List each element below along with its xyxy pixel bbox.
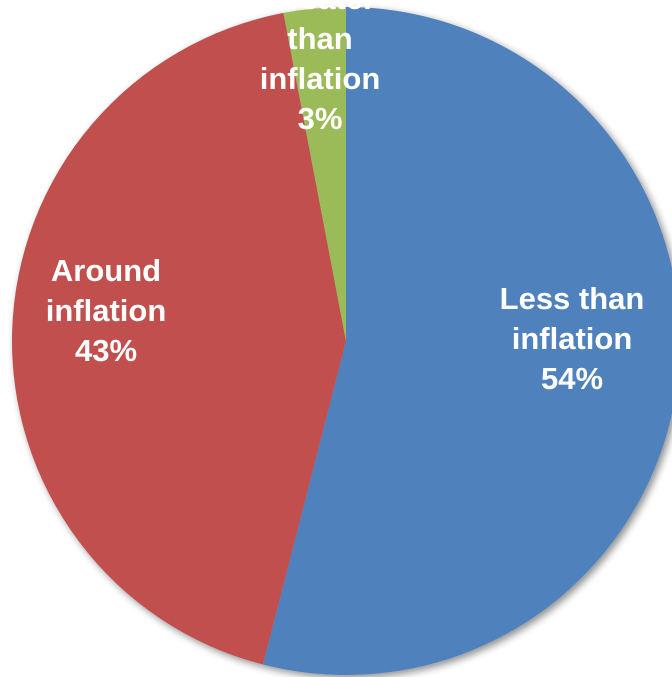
pie-slice-percent-0: 54%	[541, 361, 603, 396]
pie-slice-percent-1: 43%	[75, 333, 137, 368]
pie-slice-label-line-1-0: Around	[51, 253, 161, 288]
pie-slice-label-line-2-0: Greater	[265, 0, 375, 16]
pie-slice-label-line-1-1: inflation	[46, 293, 167, 328]
pie-slice-0	[262, 7, 672, 675]
pie-slice-label-line-2-1: than	[287, 21, 352, 56]
pie-slice-2	[283, 7, 346, 341]
pie-slice-label-line-0-1: inflation	[512, 321, 633, 356]
pie-slice-percent-2: 3%	[298, 101, 343, 136]
pie-slice-label-line-0-0: Less than	[500, 281, 645, 316]
pie-slice-1	[12, 12, 346, 665]
pie-slice-label-1: Around inflation 43%	[46, 253, 167, 368]
pie-slice-label-2: Greater than inflation 3%	[260, 0, 381, 136]
pie-slice-label-0: Less than inflation 54%	[500, 281, 645, 396]
pie-slices	[12, 7, 672, 675]
pie-data-labels: Less than inflation 54% Around inflation 43% G…	[46, 0, 645, 396]
pie-slice-label-line-2-2: inflation	[260, 61, 381, 96]
